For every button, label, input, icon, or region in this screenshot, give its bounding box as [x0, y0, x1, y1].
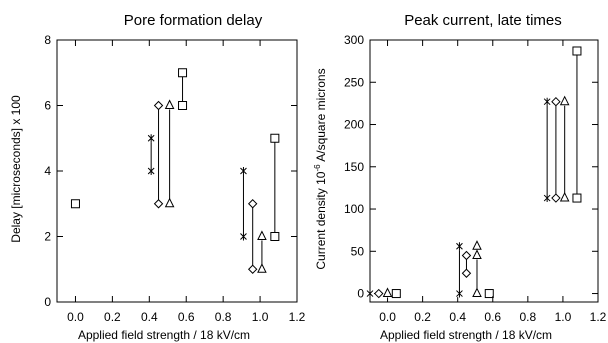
- current-y-label-exponent: -6: [313, 164, 322, 172]
- current-x-tick-label: 0.8: [520, 310, 537, 324]
- current-square-marker: [484, 289, 494, 299]
- current-asterisk-marker: [543, 194, 551, 203]
- current-plot-frame: [369, 39, 599, 303]
- current-diamond-marker: [461, 250, 472, 261]
- current-marker-mask: [572, 46, 581, 55]
- delay-marker-mask: [248, 199, 257, 208]
- delay-square-marker: [178, 68, 188, 78]
- delay-marker-mask: [178, 101, 187, 110]
- current-marker-mask: [392, 289, 401, 298]
- delay-marker-mask: [248, 265, 257, 274]
- current-asterisk-marker: [456, 242, 463, 251]
- delay-triangle-marker: [257, 230, 267, 240]
- delay-asterisk-marker: [240, 232, 247, 241]
- current-y-tick-label: 200: [344, 118, 364, 132]
- current-x-tick-label: 0.2: [414, 310, 431, 324]
- delay-chart-panel: Pore formation delay Applied field stren…: [9, 12, 306, 342]
- delay-y-tick-label: 8: [44, 33, 51, 47]
- delay-asterisk-marker: [147, 134, 155, 143]
- delay-diamond-marker: [247, 264, 258, 274]
- current-y-tick-label: 300: [344, 33, 364, 47]
- delay-x-tick-label: 0.6: [178, 310, 195, 324]
- current-y-tick-label: 0: [357, 287, 364, 301]
- current-asterisk-marker: [543, 97, 551, 106]
- delay-marker-mask: [270, 232, 279, 241]
- delay-asterisk-marker: [240, 167, 247, 175]
- current-triangle-marker: [472, 249, 482, 260]
- delay-x-axis-label: Applied field strength / 18 kV/cm: [78, 328, 250, 342]
- current-y-tick-label: 150: [344, 160, 364, 174]
- current-y-label-part2: A/square microns: [314, 68, 328, 164]
- current-chart-title: Peak current, late times: [404, 12, 562, 29]
- current-square-marker: [572, 193, 582, 203]
- delay-diamond-marker: [153, 100, 164, 111]
- current-y-tick-label: 50: [351, 244, 365, 258]
- current-triangle-marker: [382, 287, 393, 298]
- delay-square-marker: [70, 199, 80, 209]
- delay-y-tick-label: 6: [44, 99, 51, 113]
- delay-y-tick-label: 0: [44, 295, 51, 309]
- current-marker-mask: [462, 251, 471, 260]
- current-square-marker: [391, 289, 401, 299]
- delay-marker-mask: [270, 134, 279, 143]
- current-y-tick-label: 250: [344, 75, 364, 89]
- current-marker-mask: [551, 194, 560, 203]
- delay-y-tick-label: 4: [44, 164, 51, 178]
- current-triangle-marker: [472, 240, 482, 250]
- current-marker-mask: [374, 289, 383, 298]
- delay-triangle-marker: [164, 197, 175, 208]
- delay-x-tick-label: 0.2: [104, 310, 121, 324]
- current-marker-mask: [572, 194, 581, 203]
- current-y-label-part1: Current density 10: [314, 171, 328, 269]
- delay-diamond-marker: [247, 199, 258, 209]
- delay-square-marker: [178, 101, 188, 110]
- current-y-tick-label: 100: [344, 202, 364, 216]
- current-x-tick-label: 1.2: [590, 310, 607, 324]
- delay-x-tick-label: 0.4: [141, 310, 158, 324]
- delay-plot-frame: [56, 39, 298, 303]
- delay-y-tick-label: 2: [44, 230, 51, 244]
- current-square-marker: [572, 46, 582, 56]
- delay-triangle-marker: [257, 263, 267, 273]
- delay-marker-mask: [154, 199, 163, 208]
- current-y-axis-label: Current density 10-6 A/square microns: [313, 68, 328, 269]
- current-chart-panel: Peak current, late times Applied field s…: [313, 12, 607, 342]
- delay-chart-title: Pore formation delay: [124, 12, 263, 29]
- delay-x-tick-label: 1.2: [289, 310, 306, 324]
- delay-marker-mask: [178, 68, 187, 77]
- delay-square-marker: [270, 232, 280, 241]
- current-diamond-marker: [551, 193, 561, 203]
- current-asterisk-marker: [456, 289, 463, 298]
- current-triangle-marker: [559, 191, 570, 202]
- current-marker-mask: [485, 289, 494, 298]
- current-x-tick-label: 0.0: [379, 310, 396, 324]
- current-marker-mask: [551, 97, 560, 106]
- current-x-tick-label: 1.0: [555, 310, 572, 324]
- delay-asterisk-marker: [147, 167, 155, 175]
- delay-square-marker: [270, 133, 280, 143]
- current-diamond-marker: [551, 96, 561, 107]
- delay-marker-mask: [154, 101, 163, 110]
- current-asterisk-marker: [366, 289, 374, 298]
- delay-x-tick-label: 1.0: [252, 310, 269, 324]
- current-x-tick-label: 0.4: [449, 310, 466, 324]
- current-diamond-marker: [461, 268, 472, 278]
- delay-diamond-marker: [153, 199, 164, 209]
- delay-marker-mask: [71, 199, 80, 208]
- current-triangle-marker: [472, 287, 482, 298]
- delay-triangle-marker: [164, 99, 175, 109]
- current-triangle-marker: [559, 95, 570, 106]
- delay-x-tick-label: 0.0: [67, 310, 84, 324]
- current-marker-mask: [462, 269, 471, 278]
- current-diamond-marker: [374, 288, 384, 299]
- delay-y-axis-label: Delay [microseconds] x 100: [9, 95, 23, 243]
- current-x-axis-label: Applied field strength / 18 kV/cm: [380, 328, 552, 342]
- current-x-tick-label: 0.6: [484, 310, 501, 324]
- delay-x-tick-label: 0.8: [215, 310, 232, 324]
